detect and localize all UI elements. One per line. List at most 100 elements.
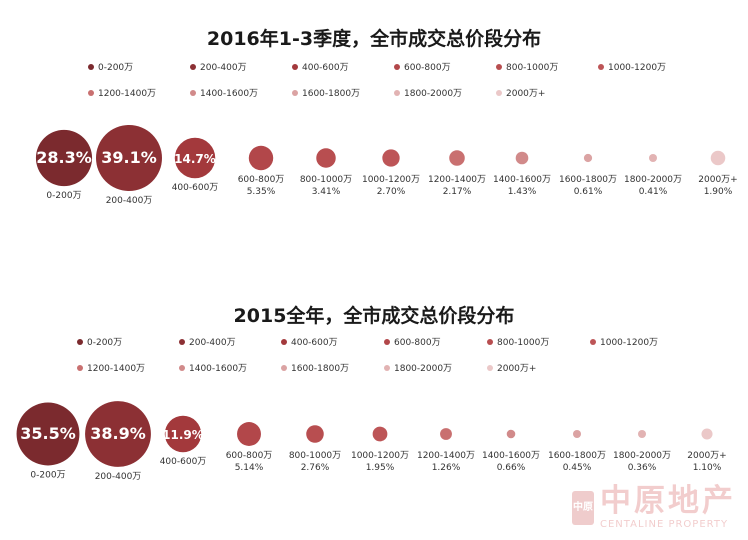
legend-swatch <box>88 89 94 96</box>
data-label: 0.36% <box>628 463 657 473</box>
legend-item: 800-1000万 <box>487 335 549 348</box>
bubble <box>316 148 336 168</box>
bubble <box>701 428 713 440</box>
category-label: 1600-1800万 <box>559 175 617 185</box>
legend-swatch <box>88 63 94 70</box>
bubble-group: 14.7% 400-600万 <box>172 137 219 193</box>
legend-item: 1400-1600万 <box>190 86 258 99</box>
category-label: 1000-1200万 <box>362 175 420 185</box>
data-label: 3.41% <box>312 187 341 197</box>
legend-swatch <box>190 89 196 96</box>
legend-swatch <box>394 63 400 70</box>
legend-label: 2000万+ <box>506 89 546 99</box>
bubble-group: 35.5% 0-200万 <box>16 402 80 480</box>
legend-label: 1200-1400万 <box>87 364 146 374</box>
bubble <box>710 150 726 166</box>
bubble-group: 28.3% 0-200万 <box>35 129 93 201</box>
bubble <box>174 137 216 179</box>
chart-title-2015: 2015全年，全市成交总价段分布 <box>233 305 515 327</box>
bubble <box>506 429 516 439</box>
category-label: 1200-1400万 <box>417 451 475 461</box>
bubble-group: 1800-2000万 0.36% <box>613 430 671 473</box>
legend-label: 1400-1600万 <box>189 364 248 374</box>
data-label: 11.9% <box>162 428 204 442</box>
legend-item: 1600-1800万 <box>281 361 349 374</box>
category-label: 600-800万 <box>238 175 285 185</box>
data-label: 2.76% <box>301 463 330 473</box>
bubble <box>237 422 261 446</box>
data-label: 1.95% <box>366 463 395 473</box>
bubble <box>96 125 162 191</box>
legend-swatch <box>496 89 502 96</box>
bubble <box>440 428 452 440</box>
bubble-group: 1400-1600万 1.43% <box>493 151 551 197</box>
legend-label: 0-200万 <box>87 338 123 348</box>
bubble <box>649 154 657 162</box>
legend-item: 1000-1200万 <box>598 60 666 73</box>
legend-item: 0-200万 <box>77 335 122 348</box>
category-label: 800-1000万 <box>300 175 352 185</box>
data-label: 14.7% <box>174 152 216 166</box>
legend-swatch <box>179 364 185 371</box>
category-label: 2000万+ <box>698 175 737 185</box>
bubble-group: 38.9% 200-400万 <box>85 401 151 482</box>
bubble <box>382 149 400 167</box>
bubble-group: 1200-1400万 2.17% <box>428 150 486 197</box>
bubble <box>248 145 274 171</box>
bubble-group: 1200-1400万 1.26% <box>417 428 475 473</box>
bubble <box>638 430 646 438</box>
bubble <box>164 415 202 453</box>
category-label: 200-400万 <box>106 196 153 206</box>
bubble <box>35 129 93 187</box>
category-label: 1800-2000万 <box>624 175 682 185</box>
data-label: 5.35% <box>247 187 276 197</box>
category-label: 1400-1600万 <box>482 451 540 461</box>
watermark-seal: 中原 <box>572 491 594 525</box>
legend-swatch <box>384 364 390 371</box>
data-label: 1.26% <box>432 463 461 473</box>
legend-swatch <box>598 63 604 70</box>
legend-item: 0-200万 <box>88 60 133 73</box>
data-label: 38.9% <box>90 424 146 443</box>
legend-swatch <box>384 338 390 345</box>
bubble-group: 11.9% 400-600万 <box>160 415 207 467</box>
data-label: 1.90% <box>704 187 733 197</box>
legend-swatch <box>487 364 493 371</box>
category-label: 1000-1200万 <box>351 451 409 461</box>
legend-label: 200-400万 <box>200 63 247 73</box>
data-label: 1.43% <box>508 187 537 197</box>
data-label: 28.3% <box>36 148 92 167</box>
category-label: 2000万+ <box>687 451 726 461</box>
bubble <box>449 150 465 166</box>
watermark-brand-cn: 中原地产 <box>600 483 736 519</box>
bubble <box>16 402 80 466</box>
data-label: 35.5% <box>20 424 76 443</box>
legend-label: 600-800万 <box>404 63 451 73</box>
bubble <box>372 426 388 442</box>
legend-swatch <box>190 63 196 70</box>
category-label: 400-600万 <box>172 183 219 193</box>
legend-label: 800-1000万 <box>497 338 550 348</box>
legend-label: 0-200万 <box>98 63 134 73</box>
data-label: 1.10% <box>693 463 722 473</box>
legend-label: 1200-1400万 <box>98 89 157 99</box>
legend-item: 1800-2000万 <box>394 86 462 99</box>
category-label: 0-200万 <box>30 470 65 480</box>
bubble-group: 1600-1800万 0.45% <box>548 430 606 473</box>
legend-label: 1000-1200万 <box>608 63 667 73</box>
data-label: 0.61% <box>574 187 603 197</box>
bubble-group: 1000-1200万 2.70% <box>362 149 420 197</box>
legend-item: 600-800万 <box>384 335 441 348</box>
legend-item: 1800-2000万 <box>384 361 452 374</box>
legend-swatch <box>281 338 287 345</box>
data-label: 5.14% <box>235 463 264 473</box>
legend-item: 200-400万 <box>179 335 236 348</box>
data-label: 0.66% <box>497 463 526 473</box>
legend-label: 1600-1800万 <box>291 364 350 374</box>
category-label: 400-600万 <box>160 457 207 467</box>
legend-item: 2000万+ <box>496 86 545 99</box>
legend-swatch <box>496 63 502 70</box>
legend-item: 200-400万 <box>190 60 247 73</box>
legend-item: 1200-1400万 <box>77 361 145 374</box>
category-label: 0-200万 <box>46 191 81 201</box>
